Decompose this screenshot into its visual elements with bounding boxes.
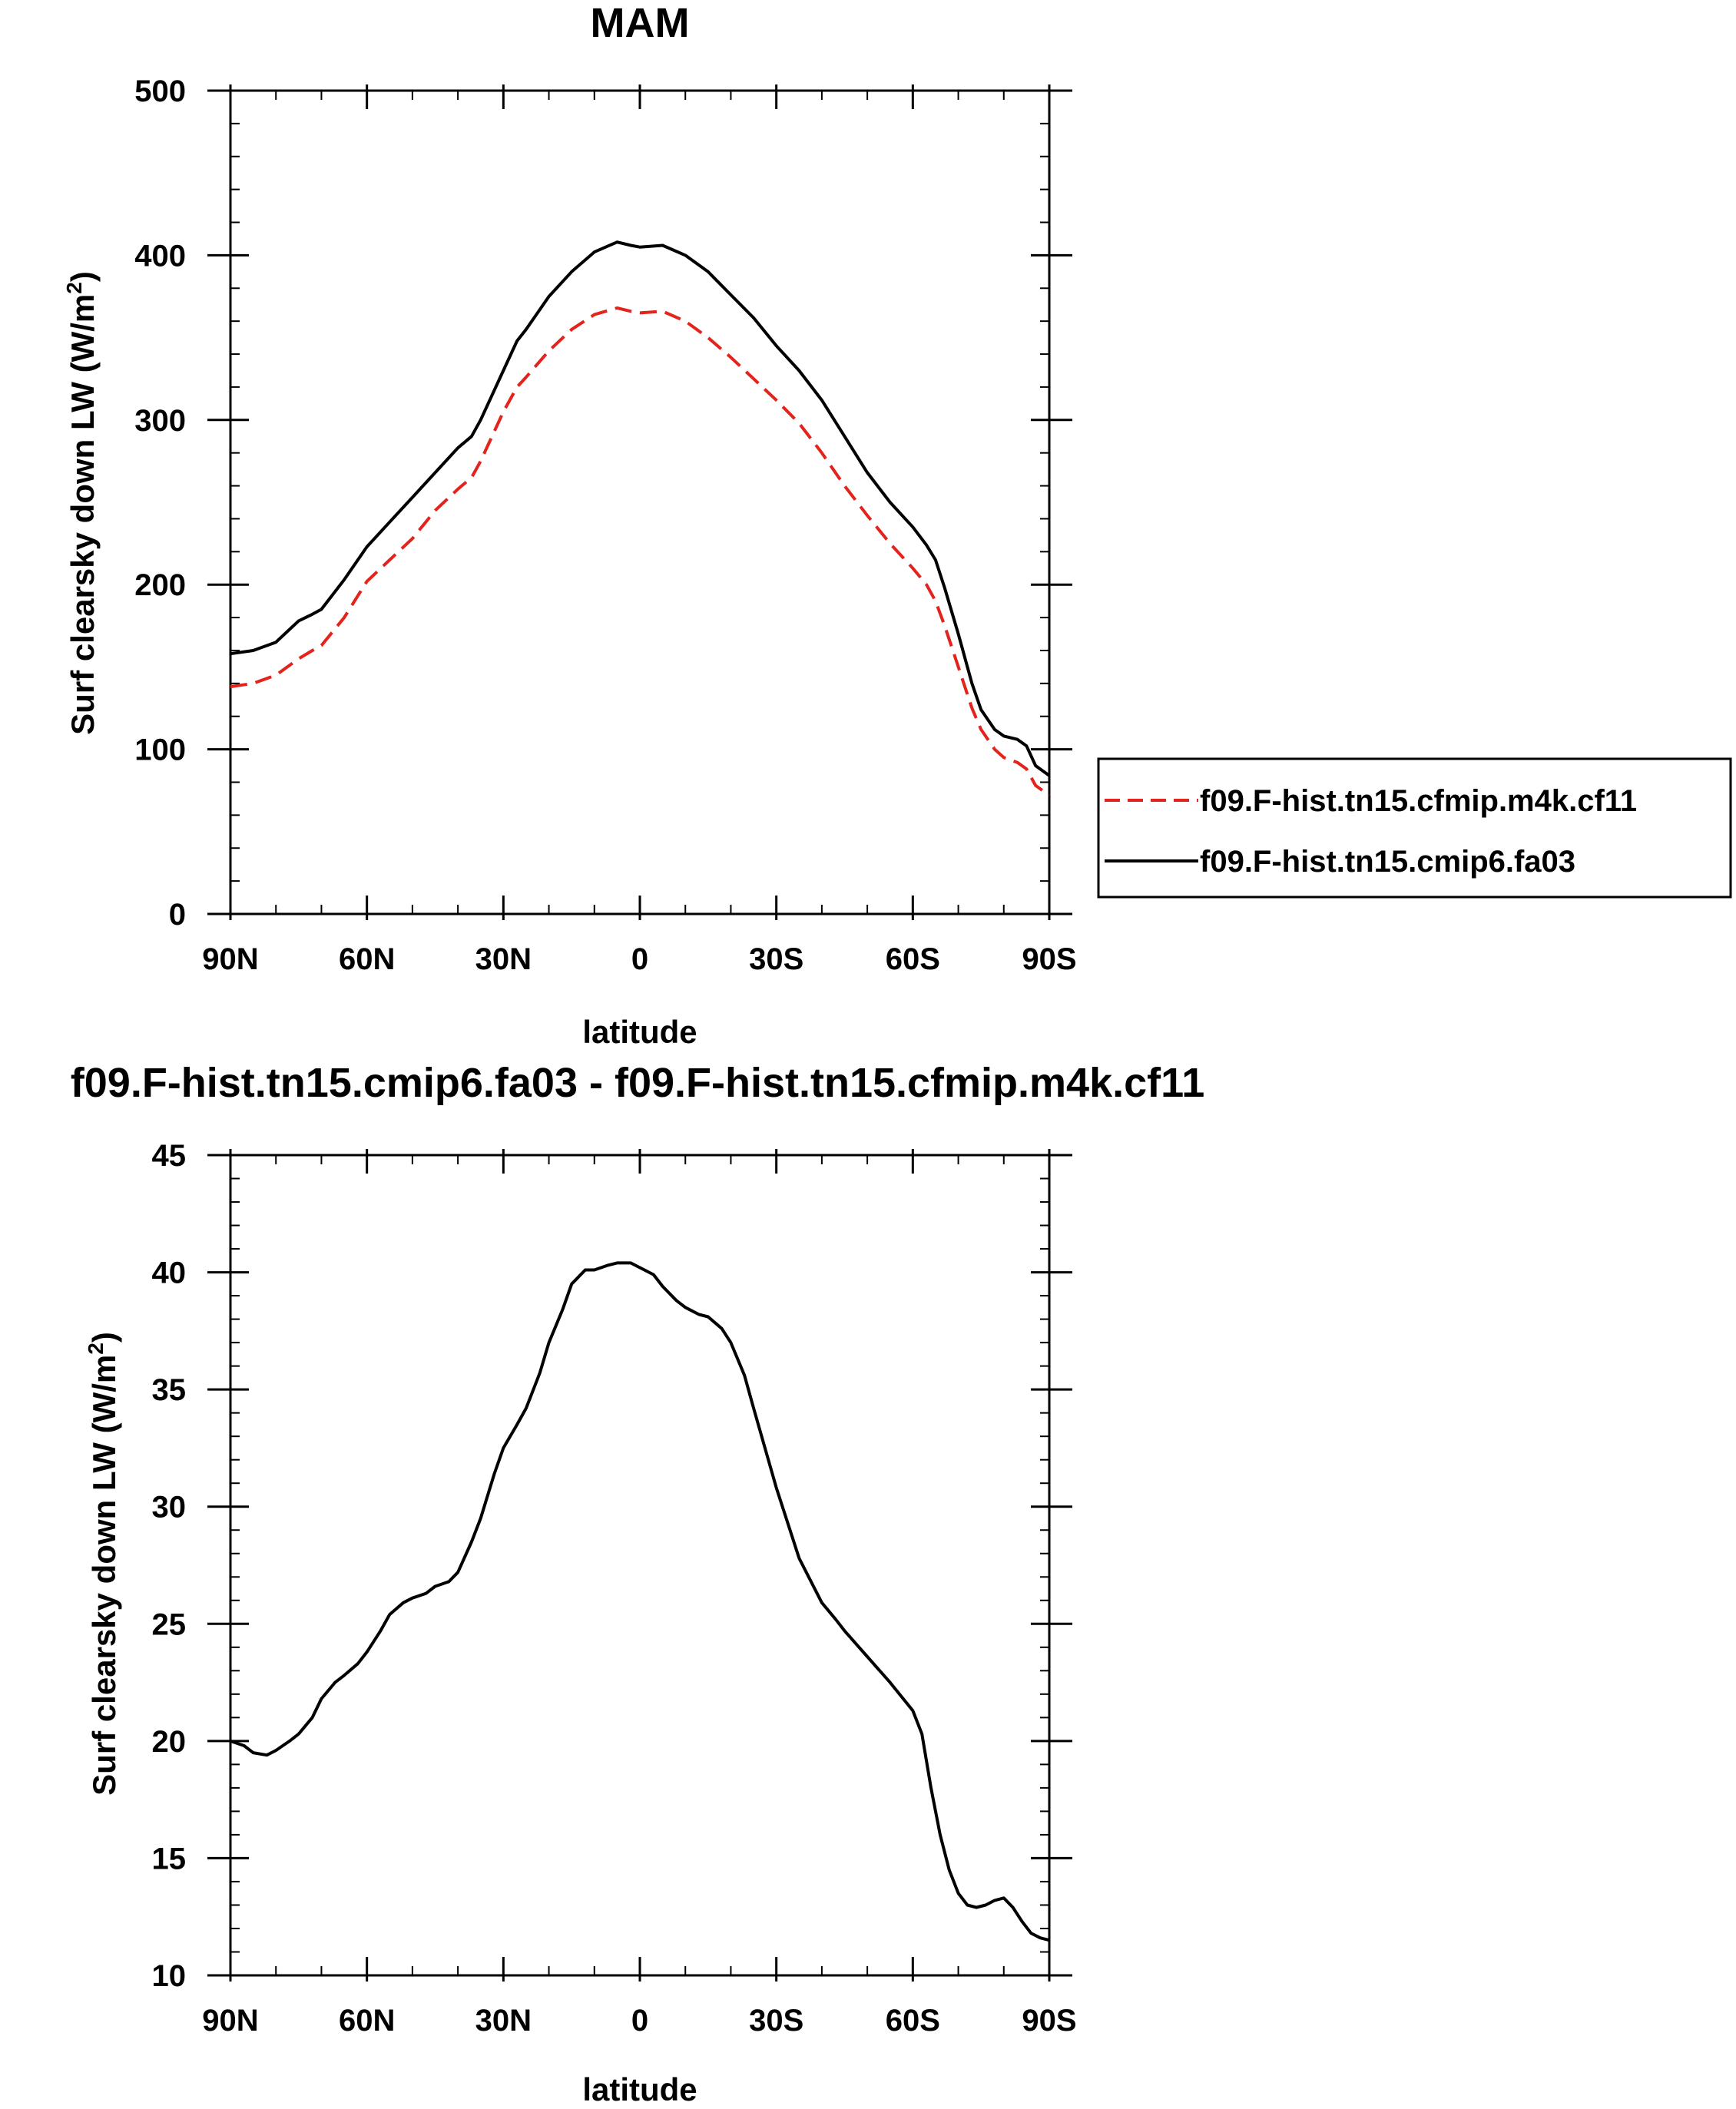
x-tick-label: 90N (202, 2004, 258, 2038)
x-tick-label: 60N (339, 2004, 395, 2038)
x-tick-label: 90S (1022, 2004, 1076, 2038)
x-tick-label: 30N (475, 942, 532, 976)
x-tick-label: 90S (1022, 942, 1076, 976)
x-tick-label: 30N (475, 2004, 532, 2038)
plot-frame (229, 89, 1051, 915)
y-tick-label: 0 (169, 898, 186, 932)
legend-box (1097, 757, 1732, 899)
x-tick-label: 60N (339, 942, 395, 976)
x-tick-label: 30S (749, 942, 803, 976)
legend-entry-cf11: f09.F-hist.tn15.cfmip.m4k.cf11 (1200, 784, 1637, 818)
series-line-1-0 (230, 1261, 1050, 1942)
x-tick-label: 90N (202, 942, 258, 976)
series-line-0-1 (230, 240, 1051, 777)
plot-top-xlabel: latitude (582, 1014, 697, 1050)
y-tick-label: 40 (152, 1256, 187, 1290)
plot-bottom: f09.F-hist.tn15.cmip6.fa03 - f09.F-hist.… (71, 1060, 1204, 2107)
y-tick-label: 20 (152, 1725, 187, 1759)
y-tick-label: 45 (152, 1139, 187, 1173)
y-tick-label: 30 (152, 1491, 187, 1525)
plot-bottom-title: f09.F-hist.tn15.cmip6.fa03 - f09.F-hist.… (71, 1060, 1204, 1106)
y-tick-label: 15 (152, 1842, 187, 1876)
x-tick-label: 0 (631, 942, 648, 976)
y-tick-label: 10 (152, 1959, 187, 1993)
legend: f09.F-hist.tn15.cfmip.m4k.cf11 f09.F-his… (1097, 757, 1732, 899)
plot-frame (229, 1154, 1051, 1977)
x-tick-label: 60S (886, 2004, 940, 2038)
plot-top-title: MAM (591, 0, 690, 46)
y-tick-label: 35 (152, 1373, 187, 1407)
y-tick-label: 25 (152, 1607, 187, 1641)
plot-top-series (230, 240, 1051, 797)
y-tick-label: 100 (134, 733, 186, 767)
y-tick-label: 400 (134, 239, 186, 273)
plot-bottom-xlabel: latitude (582, 2071, 697, 2107)
x-tick-label: 0 (631, 2004, 648, 2038)
plot-top-axes: 90N 60N 30N 0 30S 60S 90S 0 100 200 300 400 500 (134, 74, 1076, 976)
x-tick-label: 60S (886, 942, 940, 976)
plot-top-ylabel: Surf clearsky down LW (W/m2) (62, 271, 101, 735)
plot-top: MAM 90N 60N 30N 0 30S 60S 90S0100200300400500 … (62, 0, 1732, 1050)
y-tick-label: 500 (134, 74, 186, 108)
x-tick-label: 30S (749, 2004, 803, 2038)
plot-bottom-series (230, 1261, 1050, 1942)
y-tick-label: 200 (134, 568, 186, 602)
legend-entry-fa03: f09.F-hist.tn15.cmip6.fa03 (1200, 845, 1575, 879)
y-tick-label: 300 (134, 404, 186, 438)
plot-bottom-ylabel: Surf clearsky down LW (W/m2) (84, 1332, 122, 1796)
plot-bottom-axes: 90N 60N 30N 0 30S 60S 90S 10 15 20 25 30 35 40 45 (152, 1139, 1077, 2038)
series-line-0-0 (230, 306, 1051, 797)
